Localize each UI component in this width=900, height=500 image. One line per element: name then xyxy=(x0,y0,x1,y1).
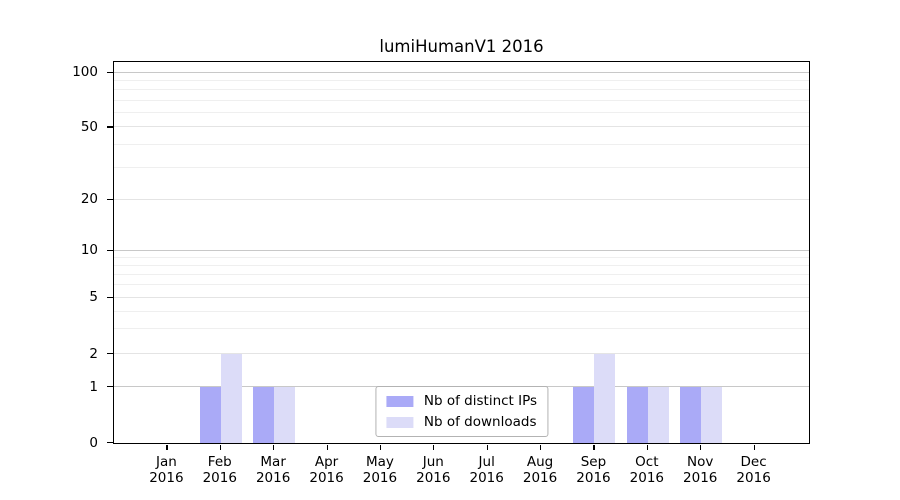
bar-downloads xyxy=(594,354,616,443)
minor-gridline xyxy=(114,99,809,101)
minor-gridline xyxy=(114,310,809,312)
x-tick-label: Oct 2016 xyxy=(629,453,665,486)
x-tick-mark xyxy=(486,444,488,450)
legend-swatch xyxy=(385,416,413,428)
y-tick-mark xyxy=(107,249,113,251)
x-tick-mark xyxy=(433,444,435,450)
y-tick-label: 5 xyxy=(89,289,98,306)
bar-distinct-ips xyxy=(626,387,648,443)
x-tick-label: May 2016 xyxy=(362,453,398,486)
x-tick-label: Dec 2016 xyxy=(736,453,771,486)
minor-gridline xyxy=(114,328,809,330)
y-axis-tick-labels: 0 1 2 5 10 20 50 100 xyxy=(0,61,98,450)
x-axis: Jan 2016 Feb 2016 Mar 2016 Apr 2016 May 2016… xyxy=(113,444,810,495)
x-tick-label: Jun 2016 xyxy=(416,453,451,486)
x-tick-mark xyxy=(273,444,275,450)
y-axis-tick-marks xyxy=(98,61,113,444)
y-tick-label: 2 xyxy=(89,345,98,362)
legend-swatch xyxy=(385,395,413,407)
plot-area: Nb of distinct IPs Nb of downloads xyxy=(113,61,810,444)
x-tick-label: Sep 2016 xyxy=(576,453,611,486)
x-tick-mark xyxy=(379,444,382,450)
major-gridline xyxy=(114,249,809,251)
mid-gridline xyxy=(114,198,809,200)
y-tick-label: 10 xyxy=(80,242,98,259)
x-tick-mark xyxy=(700,444,702,450)
x-tick-label: Nov 2016 xyxy=(683,453,718,486)
x-tick-label: Feb 2016 xyxy=(202,453,237,486)
y-tick-mark xyxy=(107,198,113,200)
bar-downloads xyxy=(220,354,242,443)
minor-gridline xyxy=(114,284,809,286)
bar-downloads xyxy=(701,387,723,443)
bar-distinct-ips xyxy=(573,387,595,443)
legend-item: Nb of downloads xyxy=(385,414,537,430)
chart-title: lumiHumanV1 2016 xyxy=(379,37,544,56)
y-tick-mark xyxy=(107,442,113,444)
mid-gridline xyxy=(114,353,809,355)
x-tick-label: Jan 2016 xyxy=(149,453,184,486)
legend-item: Nb of distinct IPs xyxy=(385,393,538,409)
x-tick-mark xyxy=(166,444,168,450)
x-tick-label: Jul 2016 xyxy=(469,453,504,486)
mid-gridline xyxy=(114,126,809,128)
x-tick-label: Mar 2016 xyxy=(255,453,291,486)
y-tick-label: 20 xyxy=(80,191,98,208)
bar-distinct-ips xyxy=(253,387,275,443)
minor-gridline xyxy=(114,256,809,258)
y-tick-label: 100 xyxy=(72,64,98,81)
x-tick-label: Aug 2016 xyxy=(522,453,558,486)
bar-distinct-ips xyxy=(680,387,702,443)
bar-downloads xyxy=(274,387,296,443)
legend-label: Nb of distinct IPs xyxy=(423,393,538,409)
bar-distinct-ips xyxy=(199,387,221,443)
y-tick-mark xyxy=(107,386,113,388)
y-tick-label: 1 xyxy=(89,378,98,395)
major-gridline xyxy=(114,71,809,73)
y-tick-mark xyxy=(107,296,113,299)
minor-gridline xyxy=(114,144,809,146)
bar-downloads xyxy=(647,387,669,443)
minor-gridline xyxy=(114,264,809,266)
x-tick-mark xyxy=(753,444,755,450)
minor-gridline xyxy=(114,112,809,114)
minor-gridline xyxy=(114,274,809,275)
x-tick-label: Apr 2016 xyxy=(309,453,344,486)
minor-gridline xyxy=(114,80,809,82)
x-tick-mark xyxy=(540,444,542,450)
y-tick-mark xyxy=(107,353,113,355)
legend-box: Nb of distinct IPs Nb of downloads xyxy=(374,386,549,437)
y-tick-mark xyxy=(107,71,113,74)
y-tick-label: 0 xyxy=(89,434,98,451)
legend-label: Nb of downloads xyxy=(423,414,537,430)
x-tick-mark xyxy=(219,444,221,450)
x-tick-mark xyxy=(593,444,595,450)
mid-gridline xyxy=(114,296,809,298)
y-tick-mark xyxy=(107,126,113,128)
x-tick-mark xyxy=(646,444,649,450)
x-tick-mark xyxy=(326,444,328,450)
minor-gridline xyxy=(114,89,809,91)
y-tick-label: 50 xyxy=(80,118,98,135)
minor-gridline xyxy=(114,166,809,168)
